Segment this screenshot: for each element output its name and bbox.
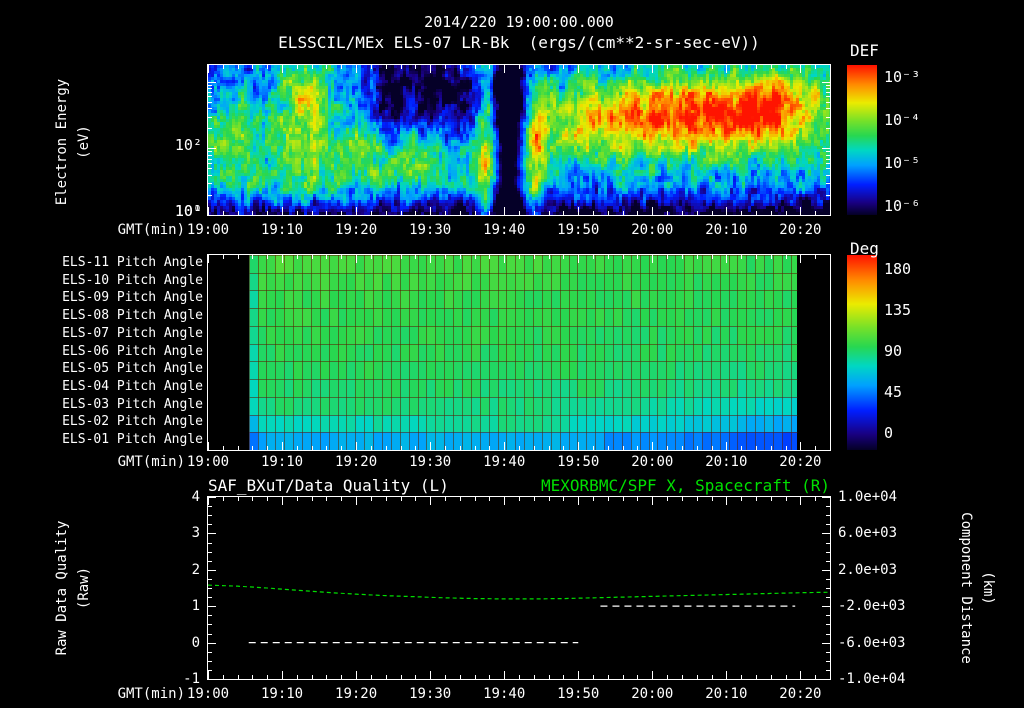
deg-tick-label: 180 <box>884 260 912 278</box>
row-label-els-10: ELS-10 Pitch Angle <box>62 272 203 288</box>
x-tick-label-top: 19:20 <box>335 222 378 238</box>
right-tick-label: 6.0e+03 <box>838 525 898 542</box>
quality-distance-chart <box>207 496 831 680</box>
def-tick-label: 10⁻⁵ <box>884 154 921 172</box>
x-tick-label-top: 19:40 <box>483 222 526 238</box>
left-tick-label: -1 <box>183 671 200 687</box>
row-label-els-03: ELS-03 Pitch Angle <box>62 396 203 412</box>
x-tick-label-bottom: 20:20 <box>779 686 822 702</box>
left-tick-label: 1 <box>191 598 200 615</box>
x-tick-label-bottom: 19:50 <box>557 686 600 702</box>
deg-tick-label: 90 <box>884 342 903 360</box>
x-tick-label-bottom: 19:30 <box>409 686 452 702</box>
x-tick-label-top: 20:20 <box>779 222 822 238</box>
right-tick-label: 1.0e+04 <box>838 489 898 505</box>
x-tick-label-middle: 20:00 <box>631 454 674 470</box>
distance-series-title: MEXORBMC/SPF X, Spacecraft (R) <box>541 476 830 495</box>
spectrogram-title: ELSSCIL/MEx ELS-07 LR-Bk (ergs/(cm**2-sr… <box>278 33 760 52</box>
right-tick-label: -1.0e+04 <box>838 671 906 687</box>
energy-tick-label: 10⁰ <box>174 202 202 220</box>
row-label-els-09: ELS-09 Pitch Angle <box>62 290 203 306</box>
timestamp-title: 2014/220 19:00:00.000 <box>424 13 614 31</box>
pitch-angle-heatmap <box>207 254 831 451</box>
x-tick-label-bottom: 20:00 <box>631 686 674 702</box>
x-tick-label-middle: 19:50 <box>557 454 600 470</box>
left-tick-label: 3 <box>191 525 200 542</box>
def-colorbar-title: DEF <box>850 41 879 60</box>
x-tick-label-middle: 20:10 <box>705 454 748 470</box>
electron-energy-axis-unit: (eV) <box>76 125 92 159</box>
row-label-els-11: ELS-11 Pitch Angle <box>62 254 203 270</box>
x-tick-label-middle: 19:40 <box>483 454 526 470</box>
left-tick-label: 2 <box>191 561 200 578</box>
deg-tick-label: 0 <box>884 424 894 442</box>
deg-colorbar <box>846 254 878 451</box>
def-colorbar <box>846 64 878 216</box>
row-label-els-04: ELS-04 Pitch Angle <box>62 378 203 394</box>
row-label-els-02: ELS-02 Pitch Angle <box>62 414 203 430</box>
right-tick-label: -2.0e+03 <box>838 598 906 615</box>
deg-tick-label: 135 <box>884 301 912 319</box>
raw-quality-axis-label: Raw Data Quality <box>54 520 70 656</box>
def-tick-label: 10⁻³ <box>884 68 921 86</box>
deg-tick-label: 45 <box>884 383 903 401</box>
x-tick-label-bottom: 20:10 <box>705 686 748 702</box>
def-tick-label: 10⁻⁶ <box>884 197 921 215</box>
component-distance-axis-unit: (km) <box>980 571 996 605</box>
row-label-els-07: ELS-07 Pitch Angle <box>62 325 203 341</box>
x-tick-label-top: 19:10 <box>260 222 304 238</box>
x-tick-label-bottom: 19:20 <box>335 686 378 702</box>
def-tick-label: 10⁻⁴ <box>884 111 921 129</box>
x-axis-title-middle: GMT(min) <box>117 454 185 470</box>
electron-energy-axis-label: Electron Energy <box>54 78 70 206</box>
x-tick-label-middle: 19:10 <box>260 454 304 470</box>
x-tick-label-bottom: 19:00 <box>186 686 230 702</box>
x-tick-label-top: 19:30 <box>409 222 452 238</box>
row-label-els-05: ELS-05 Pitch Angle <box>62 361 203 377</box>
x-tick-label-bottom: 19:40 <box>483 686 526 702</box>
x-tick-label-middle: 19:00 <box>186 454 230 470</box>
x-axis-title-bottom: GMT(min) <box>117 686 185 702</box>
energy-tick-label: 10² <box>174 135 202 154</box>
x-tick-label-top: 19:00 <box>186 222 230 238</box>
row-label-els-08: ELS-08 Pitch Angle <box>62 308 203 324</box>
electron-energy-spectrogram <box>207 64 831 216</box>
left-tick-label: 4 <box>191 489 200 505</box>
right-tick-label: 2.0e+03 <box>838 561 898 578</box>
x-tick-label-top: 20:00 <box>631 222 674 238</box>
x-tick-label-top: 19:50 <box>557 222 600 238</box>
x-tick-label-top: 20:10 <box>705 222 748 238</box>
component-distance-axis-label: Component Distance <box>958 512 974 664</box>
x-axis-title-top: GMT(min) <box>117 222 185 238</box>
right-tick-label: -6.0e+03 <box>838 634 906 651</box>
left-tick-label: 0 <box>191 634 200 651</box>
energy-tick-label: 10¹ <box>174 202 202 220</box>
x-tick-label-bottom: 19:10 <box>260 686 304 702</box>
x-tick-label-middle: 19:30 <box>409 454 452 470</box>
row-label-els-01: ELS-01 Pitch Angle <box>62 432 203 448</box>
x-tick-label-middle: 19:20 <box>335 454 378 470</box>
quality-series-title: SAF_BXuT/Data Quality (L) <box>208 476 449 495</box>
deg-colorbar-title: Deg <box>850 239 879 258</box>
row-label-els-06: ELS-06 Pitch Angle <box>62 343 203 359</box>
x-tick-label-middle: 20:20 <box>779 454 822 470</box>
raw-quality-axis-unit: (Raw) <box>76 566 92 610</box>
